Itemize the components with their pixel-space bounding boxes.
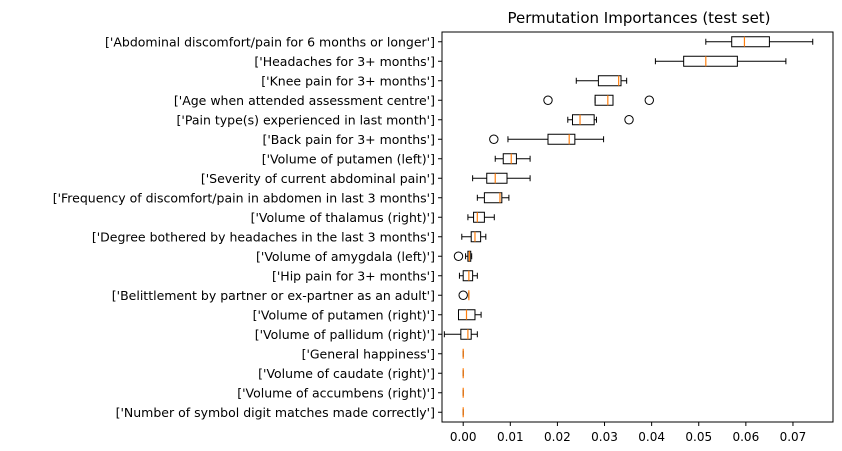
x-axis: 0.00 0.01 0.02 0.03 0.04 0.05 0.06 0.07 bbox=[450, 422, 806, 444]
iqr-box bbox=[473, 211, 485, 223]
box-plot-item bbox=[458, 290, 470, 301]
box-series bbox=[443, 36, 814, 418]
y-tick-label: ['Pain type(s) experienced in last month… bbox=[177, 112, 435, 127]
outlier-point bbox=[453, 251, 464, 261]
x-tick-label: 0.00 bbox=[450, 430, 477, 444]
y-tick-label: ['Volume of putamen (left)'] bbox=[262, 151, 435, 166]
iqr-box bbox=[571, 114, 595, 126]
box-plot-item bbox=[453, 250, 473, 262]
y-tick-label: ['Volume of accumbens (right)'] bbox=[237, 385, 435, 400]
y-tick-label: ['Volume of pallidum (right)'] bbox=[255, 327, 435, 342]
iqr-box bbox=[547, 133, 576, 145]
iqr-box bbox=[597, 75, 622, 87]
box-plot-item bbox=[472, 172, 531, 184]
box-plot-item bbox=[543, 94, 654, 106]
y-tick-label: ['Knee pain for 3+ months'] bbox=[261, 73, 435, 88]
outlier-point bbox=[489, 134, 499, 144]
y-tick-label: ['Hip pain for 3+ months'] bbox=[272, 268, 435, 283]
box-plot-item bbox=[705, 36, 814, 48]
y-tick-label: ['Degree bothered by headaches in the la… bbox=[92, 229, 435, 244]
y-tick-label: ['Volume of putamen (right)'] bbox=[253, 307, 435, 322]
iqr-box bbox=[486, 172, 508, 184]
box-plot-item bbox=[567, 114, 634, 126]
y-tick-label: ['Abdominal discomfort/pain for 6 months… bbox=[105, 34, 435, 49]
box-plot-item bbox=[457, 309, 482, 321]
iqr-box bbox=[470, 231, 482, 243]
y-tick-label: ['Age when attended assessment centre'] bbox=[174, 93, 435, 108]
outlier-point bbox=[458, 290, 468, 300]
iqr-box bbox=[683, 55, 738, 67]
y-tick-label: ['Back pain for 3+ months'] bbox=[262, 132, 435, 147]
box-plot-item bbox=[575, 75, 628, 87]
iqr-box bbox=[483, 192, 503, 204]
box-plot-item bbox=[461, 231, 487, 243]
y-tick-label: ['Belittlement by partner or ex-partner … bbox=[112, 288, 435, 303]
iqr-box bbox=[594, 94, 614, 106]
outlier-point bbox=[624, 115, 634, 125]
box-plot-item bbox=[458, 270, 478, 282]
box-plot-item bbox=[494, 153, 531, 165]
box-plot-item bbox=[476, 192, 510, 204]
y-tick-label: ['Volume of caudate (right)'] bbox=[258, 366, 435, 381]
y-tick-label: ['Frequency of discomfort/pain in abdome… bbox=[53, 190, 435, 205]
plot-area-frame bbox=[441, 31, 834, 423]
x-tick-label: 0.01 bbox=[497, 430, 524, 444]
box-plot-item bbox=[443, 328, 478, 340]
y-tick-label: ['Severity of current abdominal pain'] bbox=[201, 171, 435, 186]
iqr-box bbox=[460, 328, 472, 340]
x-tick-label: 0.06 bbox=[732, 430, 759, 444]
y-tick-label: ['General happiness'] bbox=[302, 346, 435, 361]
x-tick-label: 0.07 bbox=[780, 430, 807, 444]
outlier-point bbox=[644, 95, 654, 105]
box-plot-item bbox=[467, 211, 495, 223]
iqr-box bbox=[731, 36, 770, 48]
x-tick-label: 0.02 bbox=[544, 430, 571, 444]
outlier-point bbox=[543, 95, 553, 105]
y-tick-labels: ['Abdominal discomfort/pain for 6 months… bbox=[53, 34, 442, 420]
y-tick-label: ['Headaches for 3+ months'] bbox=[254, 54, 435, 69]
x-tick-label: 0.04 bbox=[638, 430, 665, 444]
box-plot-item bbox=[489, 133, 605, 145]
box-plot-item bbox=[654, 55, 787, 67]
y-tick-label: ['Volume of thalamus (right)'] bbox=[251, 210, 435, 225]
iqr-box bbox=[502, 153, 517, 165]
x-tick-label: 0.03 bbox=[591, 430, 618, 444]
x-tick-label: 0.05 bbox=[685, 430, 712, 444]
iqr-box bbox=[462, 270, 474, 282]
chart-title: Permutation Importances (test set) bbox=[507, 9, 770, 27]
y-tick-label: ['Volume of amygdala (left)'] bbox=[256, 249, 435, 264]
y-tick-label: ['Number of symbol digit matches made co… bbox=[116, 405, 435, 420]
